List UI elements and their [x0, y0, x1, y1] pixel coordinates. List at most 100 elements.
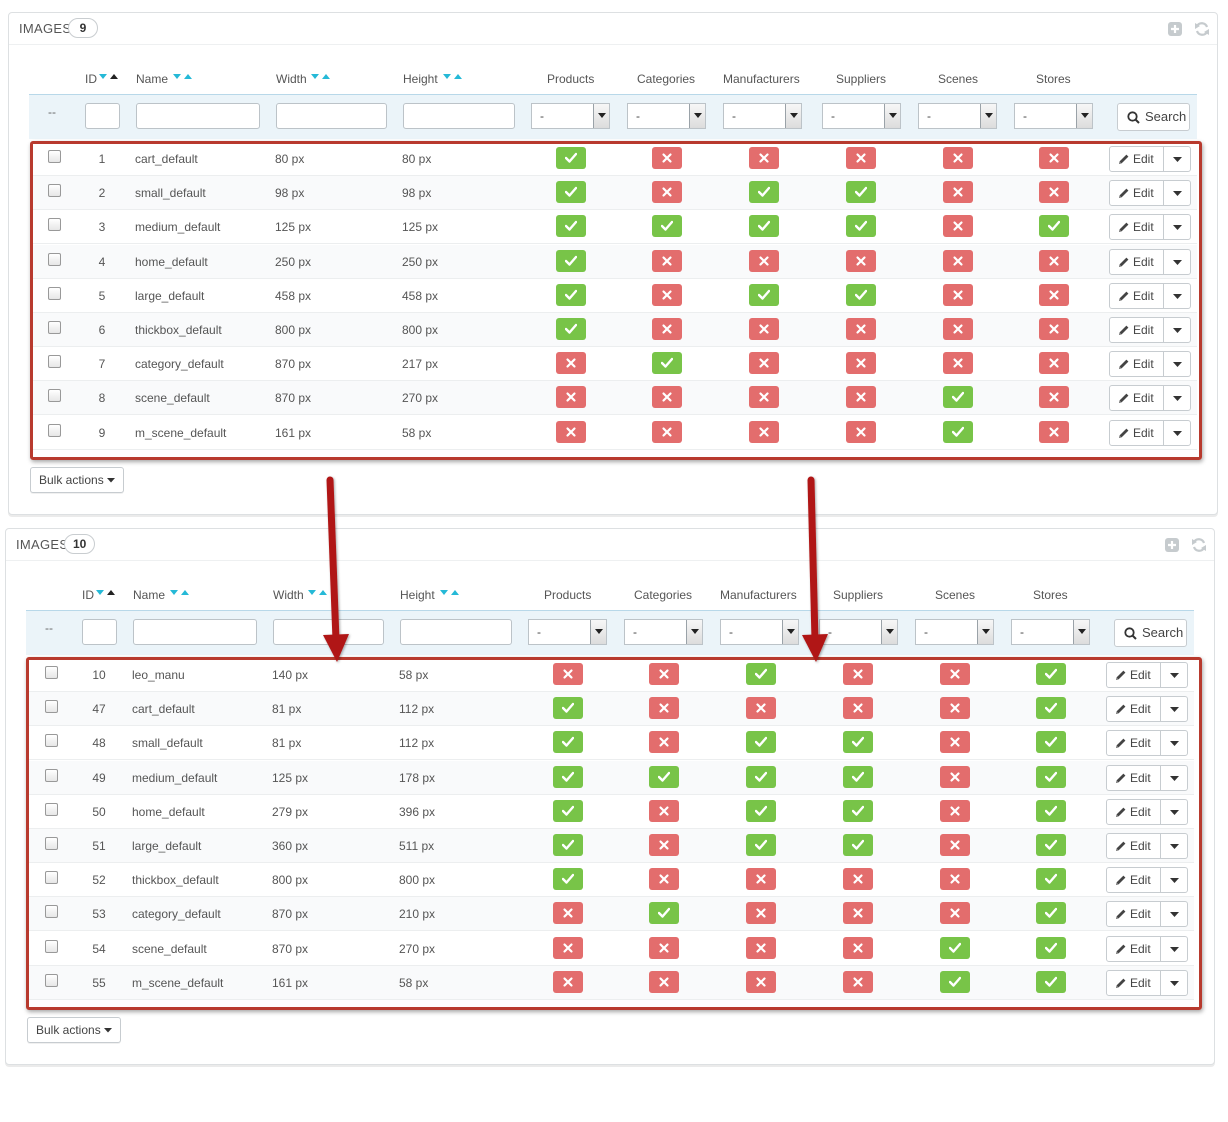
categories-disabled-badge[interactable] [649, 799, 679, 822]
scenes-disabled-badge[interactable] [940, 834, 970, 856]
stores-disabled-badge[interactable] [1039, 283, 1069, 306]
scenes-disabled-badge[interactable] [943, 147, 973, 169]
row-checkbox[interactable] [48, 423, 61, 437]
row-checkbox[interactable] [45, 802, 58, 816]
row-actions-dropdown-button[interactable] [1163, 215, 1190, 240]
stores-enabled-badge[interactable] [1036, 731, 1066, 754]
edit-button[interactable]: Edit [1107, 731, 1161, 755]
categories-disabled-badge[interactable] [649, 834, 679, 856]
products-enabled-badge[interactable] [553, 834, 583, 856]
column-header-height[interactable]: Height [400, 588, 435, 602]
categories-disabled-badge[interactable] [649, 936, 679, 959]
edit-button[interactable]: Edit [1107, 766, 1161, 790]
filter-suppliers-select[interactable]: - [819, 619, 898, 645]
categories-disabled-badge[interactable] [649, 697, 679, 720]
stores-enabled-badge[interactable] [1036, 799, 1066, 822]
stores-enabled-badge[interactable] [1036, 902, 1066, 925]
row-checkbox[interactable] [45, 973, 58, 987]
suppliers-enabled-badge[interactable] [843, 765, 873, 788]
search-button[interactable]: Search [1117, 103, 1190, 131]
products-enabled-badge[interactable] [556, 215, 586, 238]
edit-button[interactable]: Edit [1107, 834, 1161, 858]
row-actions-dropdown-button[interactable] [1160, 731, 1187, 756]
filter-id-input[interactable] [82, 619, 117, 645]
edit-button[interactable]: Edit [1110, 250, 1164, 274]
categories-disabled-badge[interactable] [652, 147, 682, 169]
row-checkbox[interactable] [45, 837, 58, 850]
manufacturers-enabled-badge[interactable] [749, 181, 779, 204]
scenes-disabled-badge[interactable] [943, 352, 973, 375]
stores-disabled-badge[interactable] [1039, 352, 1069, 375]
row-checkbox[interactable] [45, 734, 58, 748]
row-checkbox[interactable] [48, 218, 61, 232]
categories-disabled-badge[interactable] [652, 318, 682, 340]
products-enabled-badge[interactable] [553, 868, 583, 891]
filter-width-input[interactable] [273, 619, 384, 645]
suppliers-enabled-badge[interactable] [846, 215, 876, 238]
products-enabled-badge[interactable] [556, 249, 586, 272]
filter-height-input[interactable] [403, 103, 515, 129]
scenes-disabled-badge[interactable] [940, 902, 970, 925]
categories-enabled-badge[interactable] [652, 215, 682, 238]
manufacturers-disabled-badge[interactable] [749, 249, 779, 272]
add-new-icon[interactable] [1164, 537, 1180, 553]
row-actions-dropdown-button[interactable] [1163, 386, 1190, 411]
column-header-name[interactable]: Name [133, 588, 166, 602]
products-enabled-badge[interactable] [556, 147, 586, 169]
manufacturers-disabled-badge[interactable] [746, 936, 776, 959]
edit-button[interactable]: Edit [1107, 697, 1161, 721]
filter-stores-select[interactable]: - [1014, 103, 1093, 129]
manufacturers-disabled-badge[interactable] [749, 386, 779, 409]
scenes-disabled-badge[interactable] [943, 283, 973, 306]
row-checkbox[interactable] [48, 184, 61, 198]
suppliers-disabled-badge[interactable] [843, 936, 873, 959]
scenes-disabled-badge[interactable] [940, 868, 970, 891]
products-disabled-badge[interactable] [556, 386, 586, 409]
categories-disabled-badge[interactable] [652, 420, 682, 443]
row-checkbox[interactable] [48, 389, 61, 403]
stores-disabled-badge[interactable] [1039, 420, 1069, 443]
manufacturers-enabled-badge[interactable] [749, 215, 779, 238]
stores-disabled-badge[interactable] [1039, 147, 1069, 169]
suppliers-disabled-badge[interactable] [846, 249, 876, 272]
categories-enabled-badge[interactable] [649, 765, 679, 788]
row-checkbox[interactable] [45, 768, 58, 782]
filter-categories-select[interactable]: - [624, 619, 703, 645]
suppliers-enabled-badge[interactable] [843, 731, 873, 754]
manufacturers-disabled-badge[interactable] [746, 970, 776, 993]
row-checkbox[interactable] [48, 321, 61, 334]
edit-button[interactable]: Edit [1110, 215, 1164, 239]
row-actions-dropdown-button[interactable] [1160, 936, 1187, 961]
row-actions-dropdown-button[interactable] [1163, 249, 1190, 274]
column-header-name[interactable]: Name [136, 72, 169, 86]
row-checkbox[interactable] [45, 871, 58, 885]
sort-width-icon[interactable] [308, 589, 328, 597]
filter-stores-select[interactable]: - [1011, 619, 1090, 645]
filter-scenes-select[interactable]: - [918, 103, 997, 129]
suppliers-disabled-badge[interactable] [846, 352, 876, 375]
edit-button[interactable]: Edit [1110, 386, 1164, 410]
manufacturers-disabled-badge[interactable] [746, 697, 776, 720]
row-checkbox[interactable] [45, 666, 58, 679]
row-actions-dropdown-button[interactable] [1163, 181, 1190, 206]
scenes-disabled-badge[interactable] [943, 318, 973, 340]
filter-scenes-select[interactable]: - [915, 619, 994, 645]
row-checkbox[interactable] [48, 252, 61, 266]
filter-manufacturers-select[interactable]: - [723, 103, 802, 129]
edit-button[interactable]: Edit [1107, 868, 1161, 892]
suppliers-disabled-badge[interactable] [843, 902, 873, 925]
scenes-disabled-badge[interactable] [940, 765, 970, 788]
categories-disabled-badge[interactable] [649, 868, 679, 891]
filter-id-input[interactable] [85, 103, 120, 129]
filter-name-input[interactable] [136, 103, 260, 129]
categories-disabled-badge[interactable] [652, 249, 682, 272]
categories-enabled-badge[interactable] [652, 352, 682, 375]
scenes-disabled-badge[interactable] [940, 697, 970, 720]
edit-button[interactable]: Edit [1107, 937, 1161, 961]
sort-name-icon[interactable] [173, 73, 193, 81]
sort-height-icon[interactable] [440, 589, 460, 597]
sort-width-icon[interactable] [311, 73, 331, 81]
categories-disabled-badge[interactable] [652, 181, 682, 204]
scenes-enabled-badge[interactable] [940, 936, 970, 959]
stores-disabled-badge[interactable] [1039, 181, 1069, 204]
